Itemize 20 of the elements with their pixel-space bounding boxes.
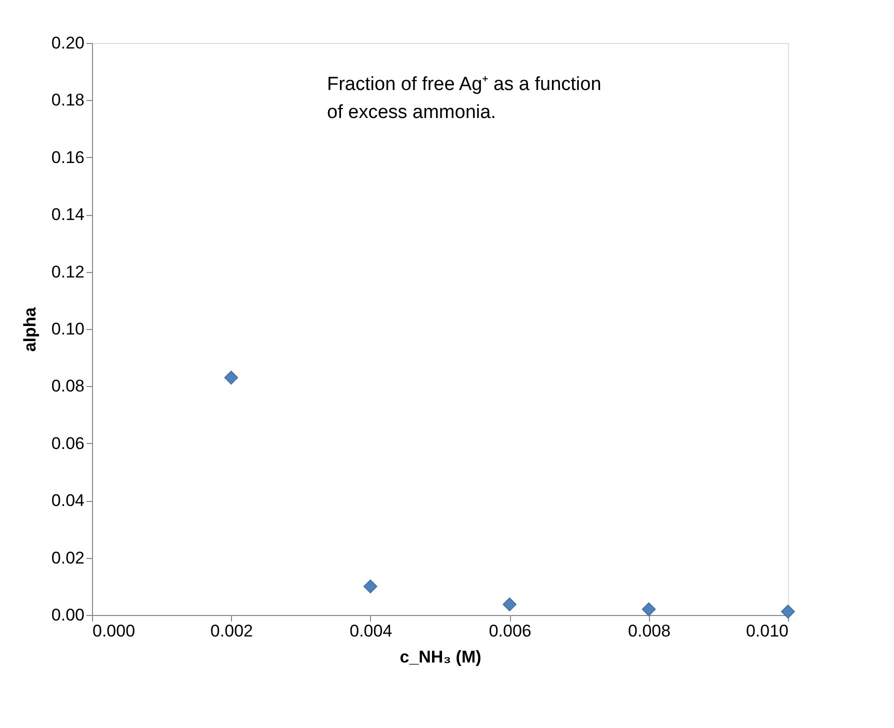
x-axis-title: c_NH₃ (M)	[400, 648, 482, 666]
x-tick-label: 0.000	[92, 622, 136, 640]
y-axis-title: alpha	[20, 306, 40, 352]
x-tick-label: 0.010	[746, 622, 788, 640]
x-tick-label: 0.002	[210, 622, 253, 640]
y-tick-label: 0.06	[51, 434, 84, 453]
y-tick-label: 0.16	[51, 148, 84, 167]
y-tick-label: 0.10	[51, 320, 84, 338]
x-tick-label: 0.004	[350, 622, 392, 640]
y-tick-label: 0.20	[51, 34, 84, 52]
annotation: Fraction of free Ag⁺ as a function of excess ammonia.	[327, 74, 602, 123]
y-tick-label: 0.18	[51, 90, 84, 110]
y-tick-label: 0.00	[51, 606, 84, 624]
y-tick-label: 0.14	[51, 205, 84, 224]
y-tick-label: 0.02	[51, 548, 84, 568]
y-tick-label: 0.12	[51, 262, 84, 282]
y-tick-label: 0.08	[51, 376, 84, 396]
y-tick-label: 0.04	[51, 491, 84, 510]
x-tick-label: 0.008	[628, 622, 671, 640]
x-tick-label: 0.006	[488, 622, 532, 640]
